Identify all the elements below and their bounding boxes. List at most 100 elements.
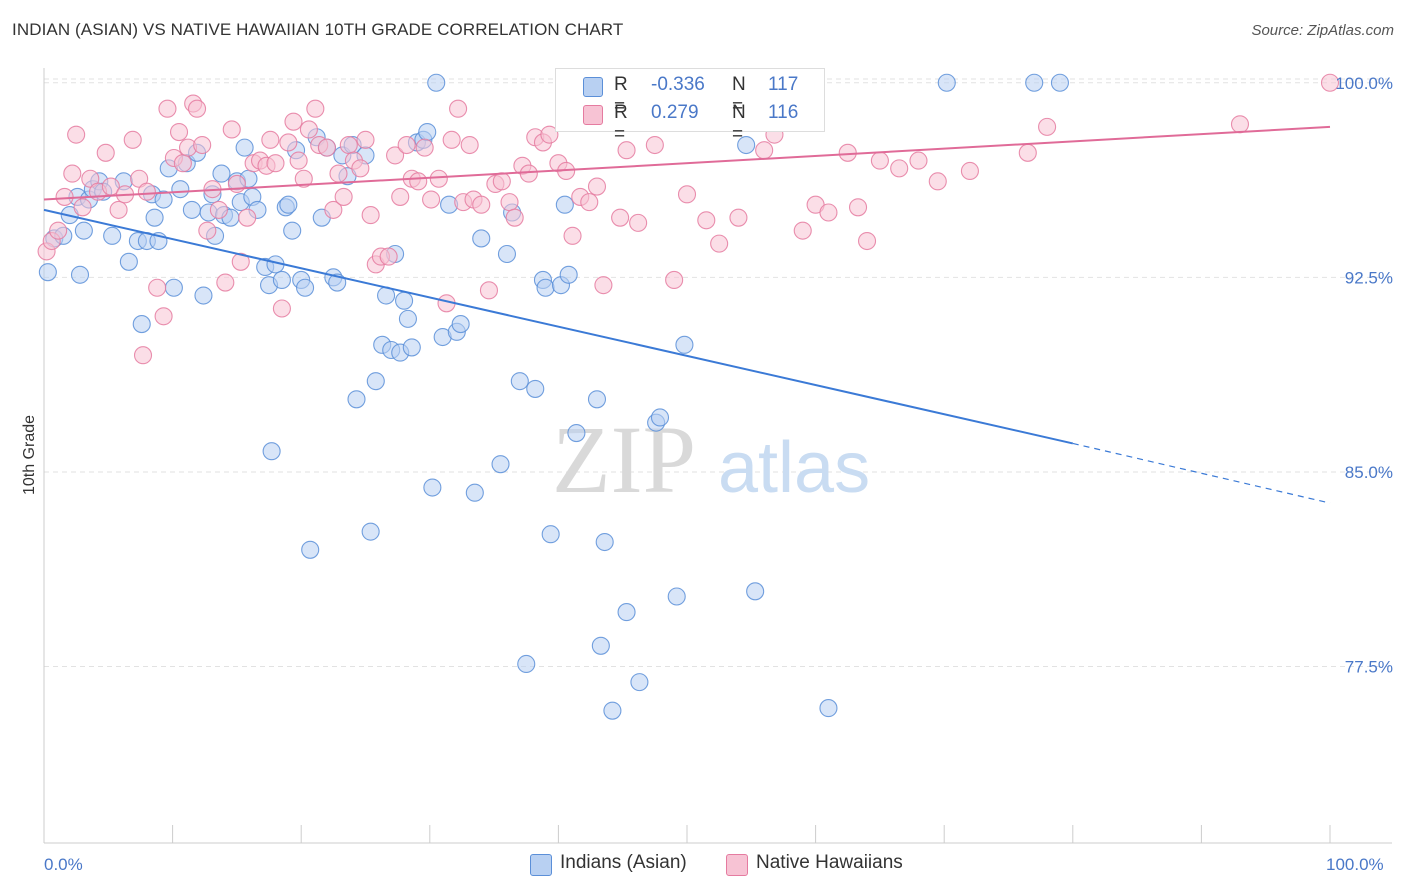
legend-swatch-indians xyxy=(530,854,552,876)
data-point xyxy=(423,478,442,497)
data-point xyxy=(133,346,153,365)
x-tick-label-max: 100.0% xyxy=(1326,855,1384,874)
legend-swatch-hawaiians xyxy=(583,105,603,125)
data-point xyxy=(890,159,909,178)
x-tick-label-min: 0.0% xyxy=(44,855,83,874)
data-point xyxy=(272,299,291,318)
data-point xyxy=(960,161,979,181)
y-tick-label: 85.0% xyxy=(1345,463,1393,482)
data-point xyxy=(819,699,838,718)
data-point xyxy=(559,265,578,284)
data-point xyxy=(70,265,90,284)
data-point xyxy=(123,130,142,149)
data-point xyxy=(510,372,529,391)
legend-label-indians: Indians (Asian) xyxy=(560,852,687,873)
trend-lines xyxy=(43,125,1331,504)
watermark: ZIP atlas xyxy=(552,406,870,513)
data-point xyxy=(395,291,414,310)
data-point xyxy=(555,195,574,214)
data-point xyxy=(1320,73,1340,92)
data-point xyxy=(536,278,555,297)
data-point xyxy=(665,270,684,290)
data-point xyxy=(415,138,434,157)
data-point xyxy=(361,522,380,541)
data-point xyxy=(386,146,405,165)
y-tick-label: 77.5% xyxy=(1345,658,1393,677)
data-point xyxy=(1050,73,1069,92)
data-point xyxy=(347,390,366,409)
watermark-atlas: atlas xyxy=(718,428,870,508)
stats-legend: R = -0.336 N = 117 R = 0.279 N = 116 xyxy=(555,68,825,145)
data-point xyxy=(500,193,519,212)
data-point xyxy=(492,172,511,191)
y-axis-title: 10th Grade xyxy=(21,415,38,495)
data-point xyxy=(465,483,484,502)
series-native-hawaiians xyxy=(37,73,1340,365)
series-legend: Indians (Asian) Native Hawaiians xyxy=(0,852,1406,878)
data-point xyxy=(262,442,281,461)
data-point xyxy=(356,130,375,149)
data-point xyxy=(158,99,177,118)
data-point xyxy=(460,135,479,155)
data-point xyxy=(737,135,756,155)
data-point xyxy=(491,455,510,474)
data-point xyxy=(793,221,812,240)
data-point xyxy=(526,379,545,398)
data-point xyxy=(96,143,115,162)
data-point xyxy=(74,221,93,240)
data-point xyxy=(391,187,410,206)
data-point xyxy=(294,169,313,188)
data-point xyxy=(755,141,774,160)
data-point xyxy=(928,172,947,191)
data-point xyxy=(857,231,877,251)
data-point xyxy=(317,138,336,157)
data-point xyxy=(667,587,686,606)
data-point xyxy=(591,636,610,655)
data-point xyxy=(49,221,68,240)
data-point xyxy=(587,177,607,196)
data-point xyxy=(937,73,956,92)
data-point xyxy=(173,154,192,173)
data-point xyxy=(422,190,441,209)
data-point xyxy=(819,203,838,222)
data-point xyxy=(148,278,167,297)
data-point xyxy=(650,408,670,427)
data-point xyxy=(306,99,325,118)
data-point xyxy=(209,200,228,219)
data-point xyxy=(366,372,385,391)
data-point xyxy=(351,159,370,178)
data-point xyxy=(193,135,212,155)
data-point xyxy=(848,198,868,217)
data-point xyxy=(212,164,231,183)
data-point xyxy=(145,208,164,227)
data-point xyxy=(540,125,559,144)
data-point xyxy=(909,151,928,170)
data-point xyxy=(675,335,694,354)
data-point xyxy=(296,278,315,297)
data-point xyxy=(603,701,622,720)
data-point xyxy=(418,123,437,142)
n-value: 116 xyxy=(768,102,799,123)
data-point xyxy=(109,200,128,219)
data-point xyxy=(339,135,358,155)
data-point xyxy=(63,164,82,183)
data-point xyxy=(645,135,664,155)
data-point xyxy=(73,198,92,217)
data-point xyxy=(154,307,173,326)
data-point xyxy=(442,130,461,149)
data-point xyxy=(595,532,614,552)
data-point xyxy=(1230,115,1250,134)
n-label: N = xyxy=(732,102,746,145)
data-point xyxy=(697,211,716,230)
data-point xyxy=(398,309,417,328)
data-point xyxy=(617,141,636,160)
data-point xyxy=(299,120,318,139)
data-point xyxy=(329,164,348,183)
data-point xyxy=(289,151,308,170)
data-point xyxy=(235,138,254,157)
data-point xyxy=(38,263,57,282)
data-point xyxy=(429,169,448,188)
data-point xyxy=(216,273,235,292)
data-point xyxy=(594,276,613,295)
data-point xyxy=(137,182,156,201)
